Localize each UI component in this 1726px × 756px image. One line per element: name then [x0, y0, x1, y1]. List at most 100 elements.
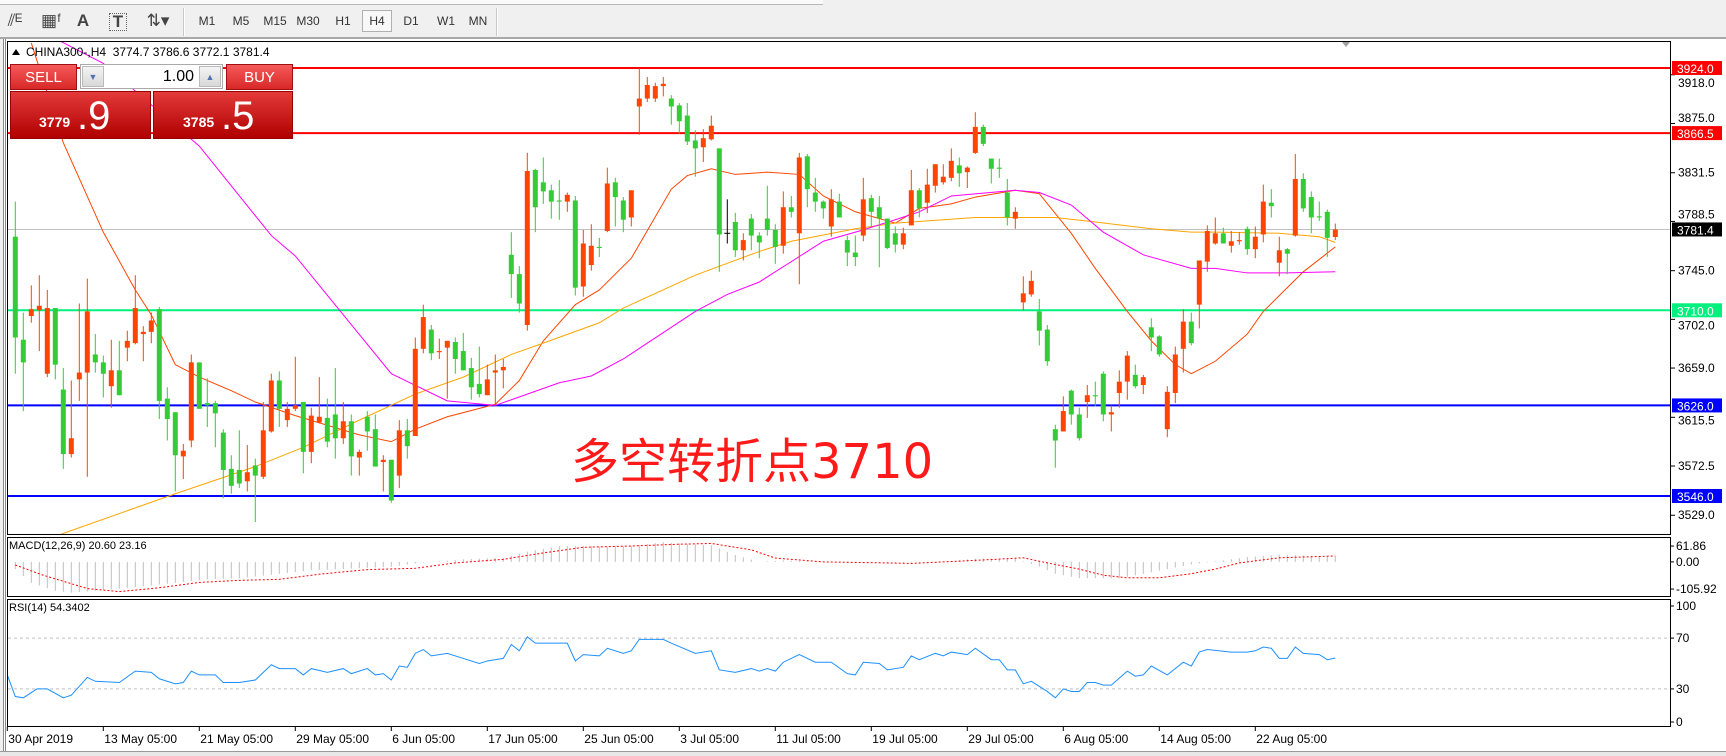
x-axis-label: 25 Jun 05:00	[584, 732, 654, 746]
price-level-label-bg	[1672, 126, 1722, 141]
candle	[28, 285, 34, 323]
candle-body	[796, 157, 802, 234]
candle-body	[100, 362, 106, 374]
candle-body	[1044, 329, 1050, 362]
candle-body	[1068, 390, 1074, 415]
candle	[1308, 191, 1314, 234]
chart-shift-marker-icon[interactable]	[1342, 42, 1350, 47]
price-level-label-bg	[1672, 303, 1722, 318]
text-label-t-icon[interactable]: T	[109, 13, 127, 31]
candle	[1052, 424, 1058, 468]
candle	[308, 407, 314, 464]
candle	[412, 337, 418, 436]
candle-body	[140, 331, 146, 335]
candle-body	[1188, 321, 1194, 344]
candle	[796, 152, 802, 285]
period-h4-button[interactable]: H4	[362, 10, 392, 32]
rsi-axis-label: 0	[1676, 715, 1683, 729]
candle-body	[884, 218, 890, 249]
candle-body	[788, 207, 794, 212]
price-level-label: 3626.0	[1677, 399, 1714, 413]
candle-body	[772, 229, 778, 247]
candle	[892, 226, 898, 253]
sell-price-button[interactable]: 3779 .9	[10, 91, 151, 139]
toolbar-separator	[496, 8, 498, 36]
rsi-axis-label: 70	[1676, 631, 1690, 645]
candle	[1092, 381, 1098, 407]
candle	[748, 214, 754, 251]
sell-button[interactable]: SELL	[10, 64, 77, 90]
lot-decrease-button[interactable]: ▼	[82, 66, 104, 87]
grid-f-icon[interactable]: ▦ᶠ	[41, 11, 61, 30]
symbol-label: CHINA300-,H4	[26, 45, 107, 59]
candle-body	[1020, 293, 1026, 303]
period-m5-button[interactable]: M5	[232, 14, 250, 28]
candle	[540, 157, 546, 204]
candle	[276, 371, 282, 427]
bottom-tab-strip	[0, 751, 1726, 756]
candle	[1124, 351, 1130, 400]
candle	[1204, 225, 1210, 272]
period-m1-button[interactable]: M1	[198, 14, 216, 28]
candle	[996, 158, 1002, 178]
candle	[980, 124, 986, 147]
candle-body	[500, 366, 506, 371]
candle	[1044, 325, 1050, 366]
candle-body	[236, 469, 242, 484]
candle-body	[260, 430, 266, 477]
period-m30-button[interactable]: M30	[296, 14, 320, 28]
indicators-e-icon[interactable]: ⫽ᴱ	[7, 11, 23, 30]
sell-price-main: 3779	[39, 114, 71, 130]
candle	[932, 164, 938, 193]
period-m15-button[interactable]: M15	[263, 14, 287, 28]
candle	[404, 419, 410, 459]
candle	[948, 148, 954, 182]
candle-body	[76, 372, 82, 380]
candle-body	[1244, 228, 1250, 250]
candle	[732, 212, 738, 258]
candle-body	[252, 465, 258, 476]
text-a-icon[interactable]: A	[76, 11, 90, 30]
collapse-triangle-icon[interactable]	[12, 49, 20, 55]
candle	[964, 166, 970, 189]
candle	[644, 77, 650, 102]
candle	[716, 148, 722, 272]
candle-body	[44, 308, 50, 374]
candle-body	[276, 380, 282, 409]
candle	[756, 232, 762, 259]
candle-body	[436, 351, 442, 353]
candle	[788, 195, 794, 218]
lot-size-input[interactable]	[106, 66, 198, 87]
candle-body	[452, 342, 458, 359]
buy-price-main: 3785	[183, 114, 215, 130]
candle	[36, 275, 42, 352]
candle	[204, 378, 210, 427]
x-axis-label: 29 May 05:00	[296, 732, 369, 746]
candle	[116, 340, 122, 396]
arrows-dropdown-icon[interactable]: ⇅▾	[146, 11, 170, 30]
lot-increase-button[interactable]: ▲	[199, 66, 221, 87]
period-d1-button[interactable]: D1	[403, 14, 419, 28]
candle	[188, 354, 194, 448]
candle	[452, 337, 458, 374]
candle-body	[708, 125, 714, 140]
candle-body	[92, 354, 98, 363]
candle-body	[564, 194, 570, 202]
candle	[1300, 173, 1306, 212]
sell-price-fraction: .9	[77, 94, 111, 138]
macd-axis-label: -105.92	[1676, 582, 1717, 596]
candle-body	[428, 329, 434, 354]
candle-body	[532, 169, 538, 208]
period-w1-button[interactable]: W1	[437, 14, 455, 28]
period-h1-button[interactable]: H1	[335, 14, 351, 28]
buy-button[interactable]: BUY	[226, 64, 293, 90]
y-axis-label: 3831.5	[1678, 166, 1715, 180]
top-panel-strip	[0, 0, 823, 5]
candle	[1196, 260, 1202, 329]
x-axis-label: 14 Aug 05:00	[1160, 732, 1231, 746]
period-mn-button[interactable]: MN	[468, 14, 488, 28]
y-axis-label: 3615.5	[1678, 413, 1715, 427]
candle	[956, 157, 962, 187]
buy-price-button[interactable]: 3785 .5	[153, 91, 293, 139]
